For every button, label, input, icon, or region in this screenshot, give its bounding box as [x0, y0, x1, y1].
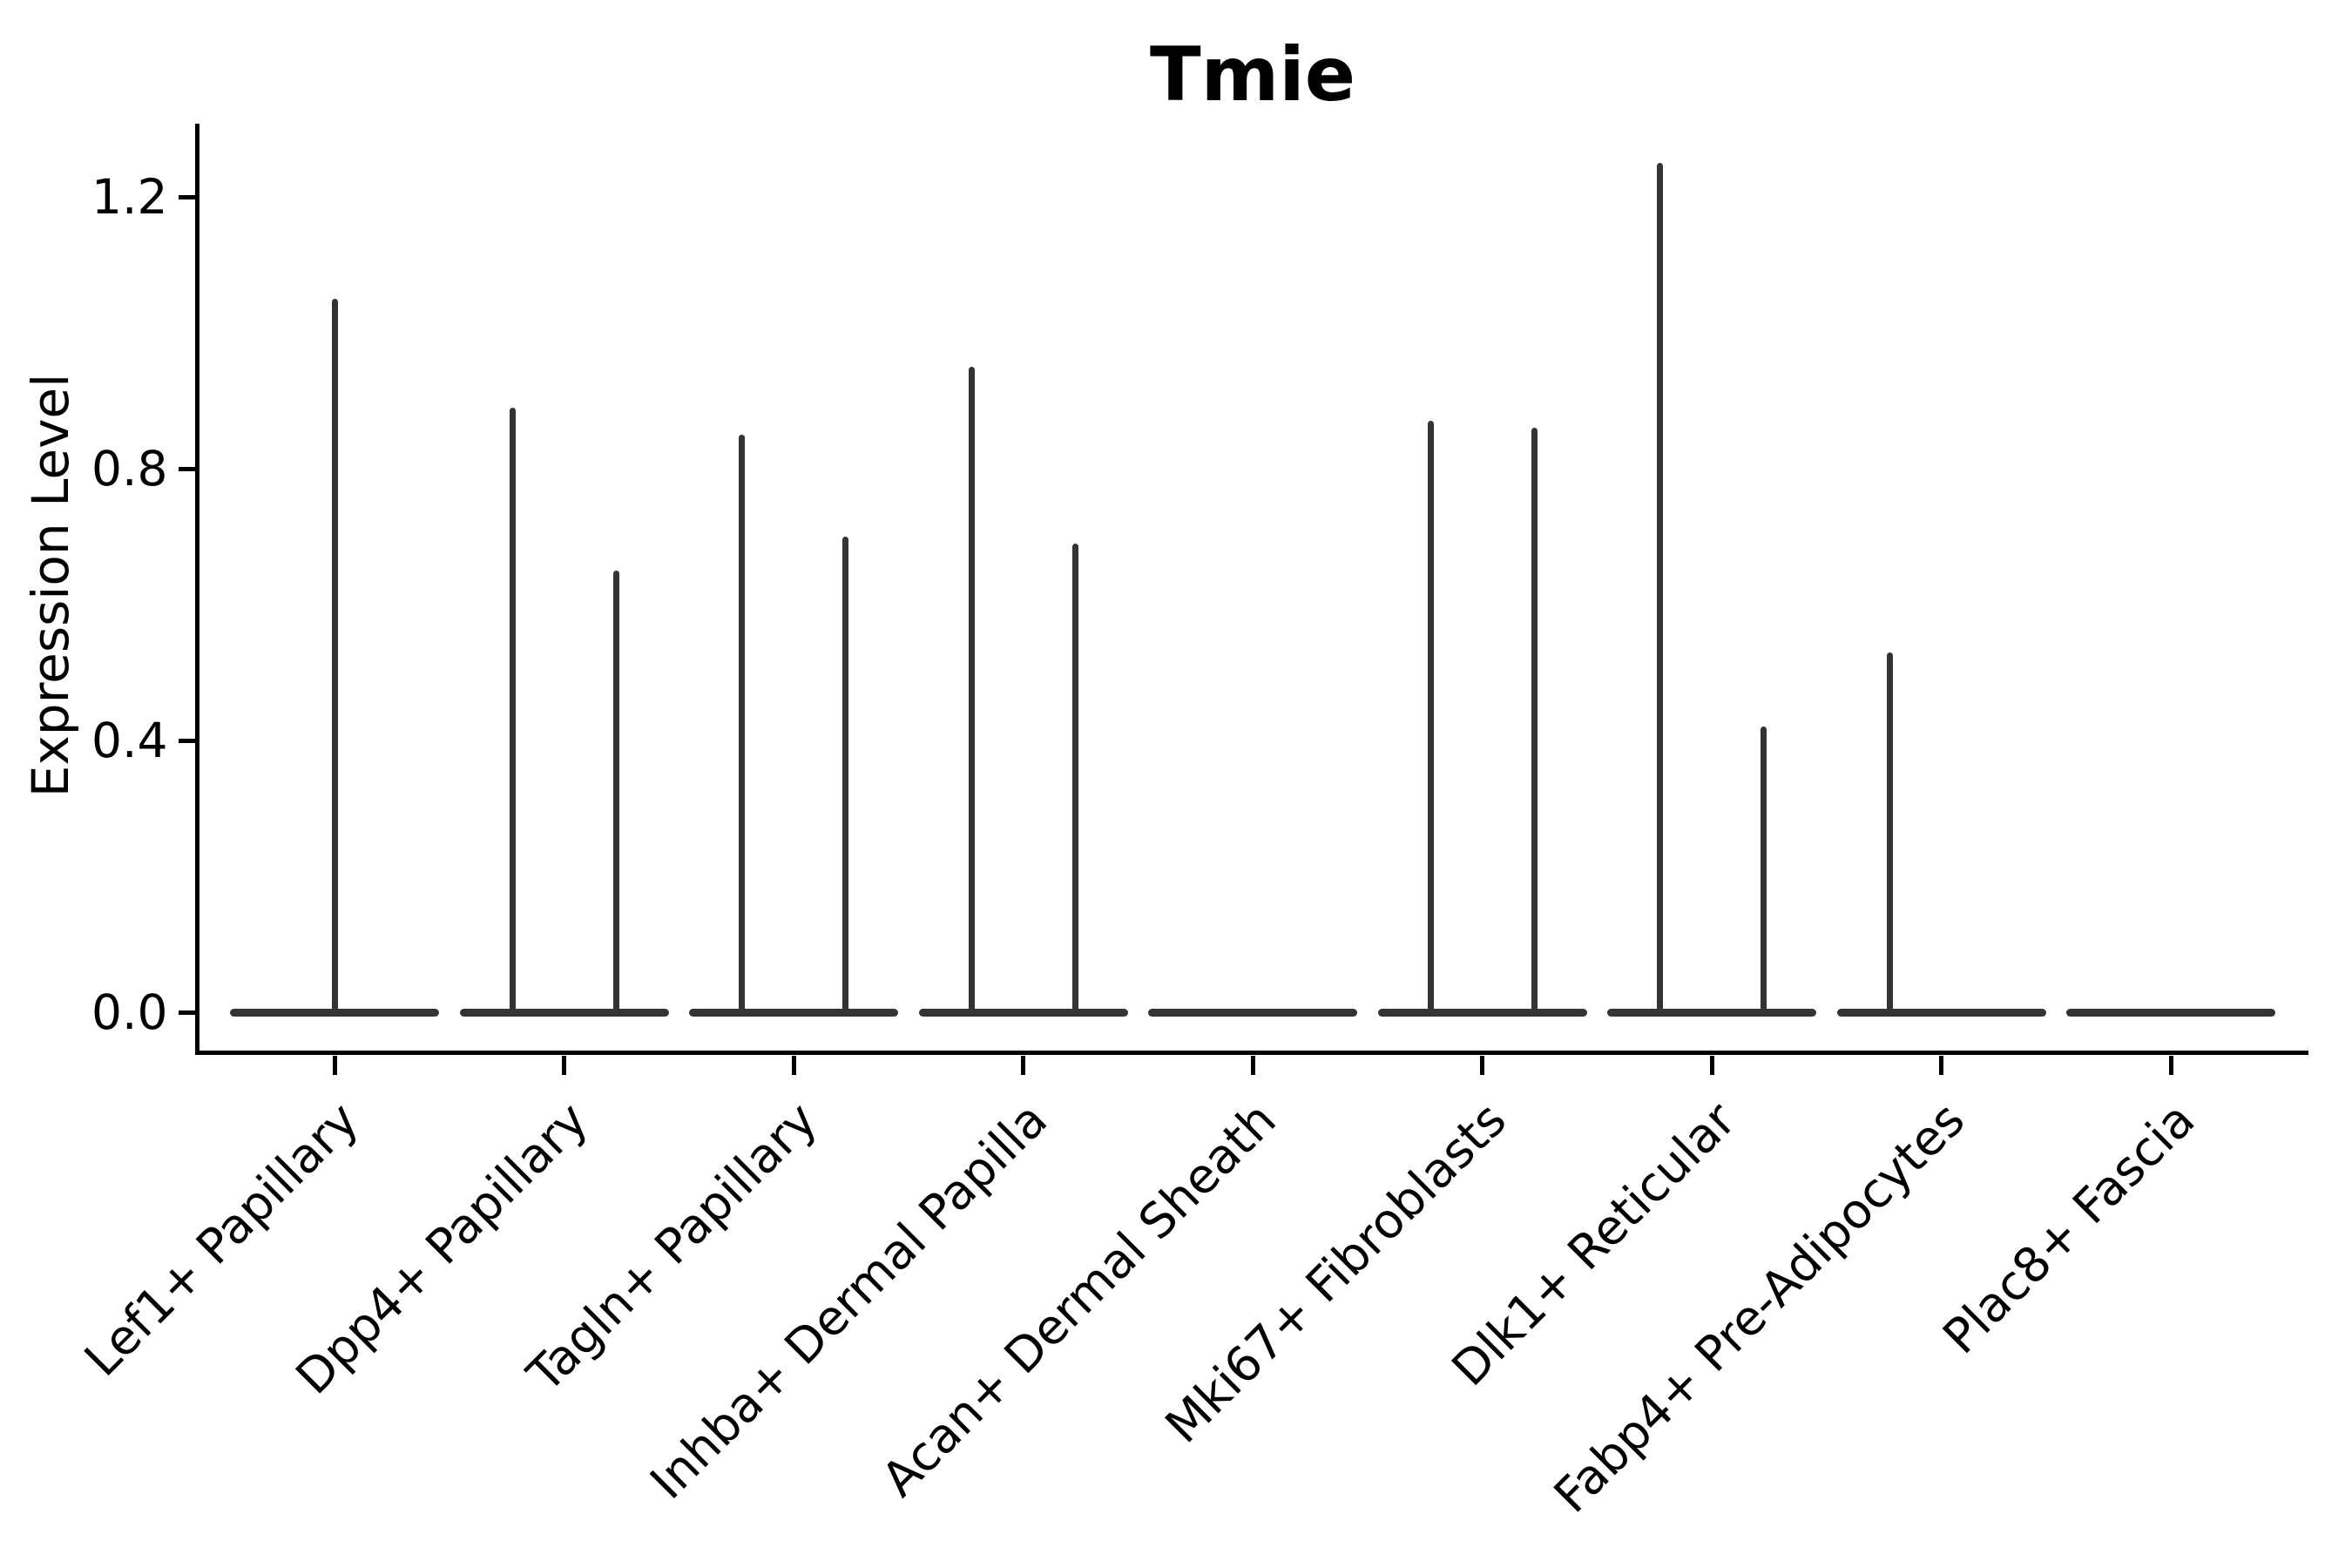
violin-baseline: [1836, 1008, 2046, 1017]
violin-baseline: [1377, 1008, 1587, 1017]
x-tick-mark: [1709, 1055, 1714, 1075]
x-tick-mark: [791, 1055, 796, 1075]
violin-baseline: [918, 1008, 1128, 1017]
violin-spike: [1427, 421, 1434, 1016]
violin-spike: [1657, 163, 1663, 1016]
y-tick-mark: [178, 738, 196, 743]
violin-spike: [509, 407, 516, 1016]
x-tick-mark: [1480, 1055, 1484, 1075]
violin-spike: [1531, 428, 1538, 1016]
x-axis-spine: [195, 1051, 2308, 1055]
x-tick-mark: [562, 1055, 566, 1075]
chart-title: Tmie: [1149, 31, 1356, 118]
y-tick-mark: [178, 466, 196, 471]
y-axis-spine: [195, 124, 199, 1055]
y-tick-label: 1.2: [91, 169, 168, 225]
y-tick-label: 0.8: [91, 441, 168, 497]
y-tick-label: 0.0: [91, 984, 168, 1040]
x-category-label: Acan+ Dermal Sheath: [871, 1092, 1288, 1508]
violin-baseline: [459, 1008, 669, 1017]
violin-spike: [331, 299, 338, 1016]
violin-spike: [1071, 543, 1078, 1016]
y-tick-label: 0.4: [91, 713, 168, 768]
violin-spike: [739, 435, 745, 1016]
x-tick-mark: [332, 1055, 337, 1075]
y-tick-mark: [178, 1010, 196, 1015]
x-tick-mark: [2168, 1055, 2173, 1075]
violin-baseline: [2066, 1008, 2275, 1017]
violin-baseline: [1607, 1008, 1816, 1017]
violin-baseline: [1148, 1008, 1357, 1017]
x-tick-mark: [1021, 1055, 1025, 1075]
violin-spike: [1886, 652, 1893, 1016]
violin-spike: [612, 571, 619, 1016]
x-tick-mark: [1250, 1055, 1255, 1075]
violin-spike: [842, 537, 848, 1016]
violin-spike: [968, 367, 975, 1016]
violin-baseline: [689, 1008, 898, 1017]
x-category-label: Fabp4+ Pre-Adipocytes: [1544, 1092, 1976, 1524]
x-category-label: Inhba+ Dermal Papilla: [639, 1092, 1058, 1511]
y-tick-mark: [178, 194, 196, 199]
violin-spike: [1761, 727, 1767, 1016]
x-tick-mark: [1939, 1055, 1943, 1075]
